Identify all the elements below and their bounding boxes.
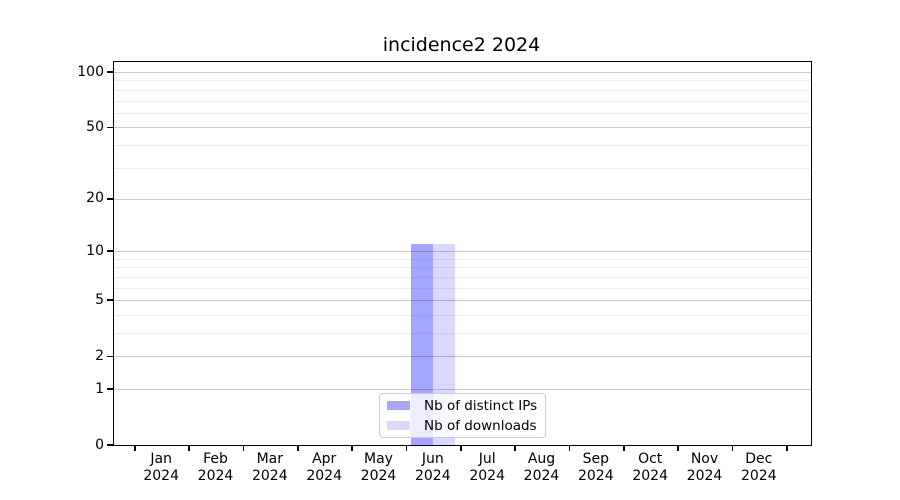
x-tick-label-jul: Jul 2024 [455,451,519,485]
legend-item-nb-of-distinct-ips: Nb of distinct IPs [387,398,538,414]
major-gridline [114,356,811,358]
minor-gridline [114,100,811,102]
legend: Nb of distinct IPs Nb of downloads [379,393,546,438]
y-tick-label: 1 [95,380,104,397]
year-label: 2024 [469,468,505,484]
month-label: Dec [745,451,773,467]
year-label: 2024 [632,468,668,484]
x-axis-tick [514,445,516,451]
y-axis-tick [107,444,113,446]
x-tick-label-jan: Jan 2024 [129,451,193,485]
year-label: 2024 [686,468,723,484]
major-gridline [114,300,811,302]
major-gridline [114,389,811,390]
x-tick-label-mar: Mar 2024 [238,451,302,485]
x-tick-label-dec: Dec 2024 [727,451,791,485]
legend-label: Nb of distinct IPs [424,397,538,414]
month-label: Nov [690,451,719,467]
x-axis-tick [731,445,734,451]
y-axis-tick [107,299,113,301]
x-axis-tick [568,445,571,451]
major-gridline [114,127,811,129]
y-tick-label: 50 [86,118,104,135]
x-axis-tick [351,445,353,451]
major-gridline [114,251,811,253]
x-axis-tick [297,445,299,451]
legend-item-nb-of-downloads: Nb of downloads [387,418,538,434]
minor-gridline [114,287,811,289]
year-label: 2024 [740,468,777,484]
month-label: Jul [478,451,496,467]
x-axis-tick [134,445,136,451]
year-label: 2024 [197,468,234,484]
month-label: May [364,451,393,467]
minor-gridline [114,89,811,91]
minor-gridline [114,314,811,316]
x-tick-label-jun: Jun 2024 [401,451,465,485]
plot-area: 0 1 2 5 10 20 50 100 Jan 2024 Feb 2024 Mar 2024 Apr 202… [77,61,812,484]
x-axis-tick [242,445,245,451]
y-tick-label: 10 [86,242,104,259]
x-axis-tick [188,445,190,451]
y-axis-tick [107,388,113,390]
y-axis-tick [107,71,113,73]
minor-gridline [114,167,811,169]
x-axis-tick [405,445,408,451]
year-label: 2024 [414,468,451,484]
month-label: Aug [527,451,556,467]
year-label: 2024 [306,468,342,484]
year-label: 2024 [360,468,397,484]
y-tick-label: 20 [86,190,104,207]
minor-gridline [114,333,811,334]
year-label: 2024 [577,468,614,484]
month-label: Apr [312,451,337,467]
y-tick-label: 100 [77,63,104,80]
year-label: 2024 [251,468,288,484]
month-label: Oct [638,451,663,467]
major-gridline [114,198,811,200]
minor-gridline [114,144,811,146]
y-tick-label: 0 [95,436,104,453]
y-tick-label: 2 [95,347,104,364]
y-axis-tick [107,355,113,357]
minor-gridline [114,267,811,269]
minor-gridline [114,80,811,82]
minor-gridline [114,276,811,278]
x-tick-label-sep: Sep 2024 [564,451,628,485]
legend-label: Nb of downloads [424,417,537,434]
x-tick-label-oct: Oct 2024 [618,451,682,485]
month-label: Jan [150,451,172,467]
month-label: Mar [256,451,283,467]
y-tick-label: 5 [95,291,104,308]
chart-title: incidence2 2024 [382,34,541,56]
x-tick-label-feb: Feb 2024 [184,451,248,485]
x-tick-label-nov: Nov 2024 [673,451,737,485]
major-gridline [114,72,811,73]
y-axis-tick [107,250,113,252]
x-axis-tick [786,445,788,451]
minor-gridline [114,258,811,260]
year-label: 2024 [143,468,179,484]
y-axis-tick [107,126,113,128]
legend-swatch-icon [387,421,410,430]
y-axis-tick [107,198,113,200]
legend-swatch-icon [387,401,410,410]
month-label: Feb [203,451,228,467]
x-axis-tick [677,445,679,451]
year-label: 2024 [523,468,560,484]
x-tick-label-aug: Aug 2024 [510,451,574,485]
x-tick-label-may: May 2024 [347,451,411,485]
minor-gridline [114,112,811,114]
x-axis-tick [460,445,462,451]
x-tick-label-apr: Apr 2024 [292,451,356,485]
month-label: Sep [582,451,609,467]
x-axis-tick [623,445,625,451]
month-label: Jun [421,451,444,467]
